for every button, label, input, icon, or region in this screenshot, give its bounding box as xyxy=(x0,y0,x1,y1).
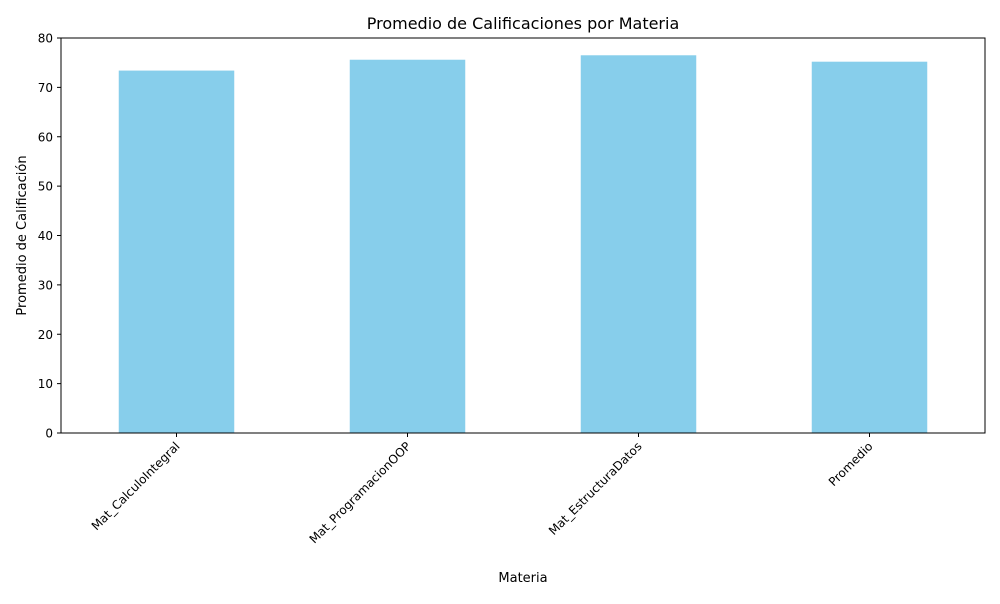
bar-Promedio xyxy=(811,61,928,433)
chart-title: Promedio de Calificaciones por Materia xyxy=(367,14,680,33)
x-tick-label: Mat_CalculoIntegral xyxy=(89,439,183,533)
y-axis: 0 10 20 30 40 50 60 70 80 xyxy=(38,32,61,441)
bars-layer xyxy=(118,55,928,434)
bar-Mat_ProgramacionOOP xyxy=(349,59,466,433)
y-tick-label: 60 xyxy=(38,130,53,144)
x-axis: Mat_CalculoIntegral Mat_ProgramacionOOP Ma… xyxy=(89,433,876,546)
y-axis-label: Promedio de Calificación xyxy=(15,155,30,315)
y-tick-label: 30 xyxy=(38,278,53,292)
bar-Mat_EstructuraDatos xyxy=(580,55,697,433)
y-tick-label: 20 xyxy=(38,328,53,342)
x-axis-label: Materia xyxy=(498,571,547,586)
y-tick-label: 80 xyxy=(38,32,53,46)
y-tick-label: 40 xyxy=(38,229,53,243)
x-tick-label: Promedio xyxy=(826,439,876,489)
plot-frame xyxy=(60,37,986,434)
y-tick-label: 50 xyxy=(38,180,53,194)
y-tick-label: 0 xyxy=(45,427,53,441)
bar-Mat_CalculoIntegral xyxy=(118,70,235,434)
x-tick-label: Mat_ProgramacionOOP xyxy=(307,439,414,546)
y-tick-label: 70 xyxy=(38,81,53,95)
x-tick-label: Mat_EstructuraDatos xyxy=(546,439,645,538)
y-tick-label: 10 xyxy=(38,377,53,391)
